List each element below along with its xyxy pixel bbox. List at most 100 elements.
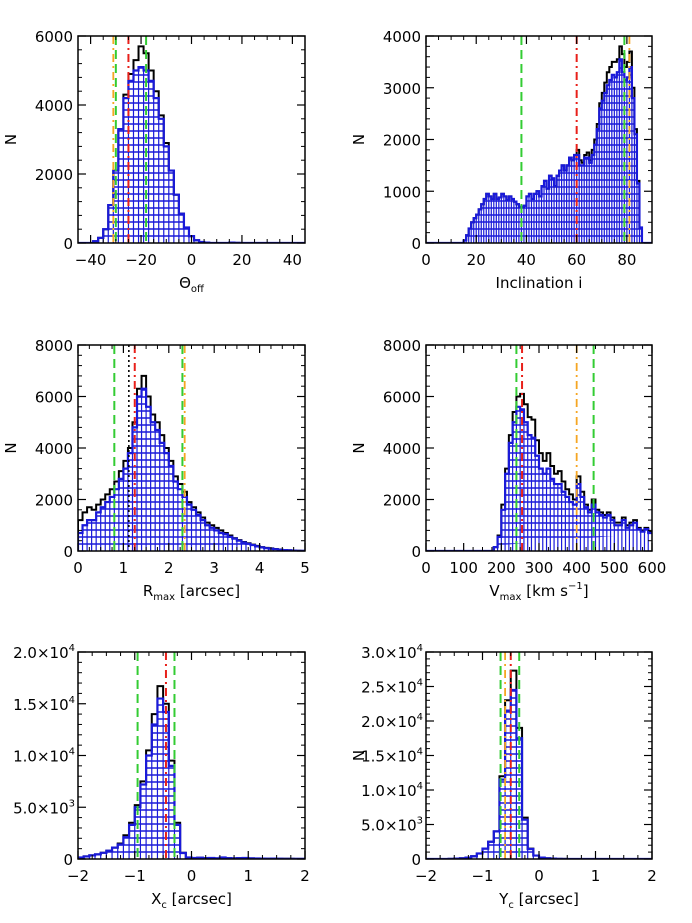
y-tick-label: 4000 (383, 28, 421, 46)
x-tick-label: 60 (567, 251, 586, 269)
x-tick-label: 40 (283, 251, 302, 269)
x-label-end: ] (583, 582, 589, 600)
histogram-black (426, 392, 652, 551)
x-tick-label: −20 (125, 251, 157, 269)
x-label-rest: [arcsec] (167, 890, 232, 908)
panel-6: −2 −1 0 1 205.0×1031.0×1041.5×1042.0×1042.5×… (350, 643, 657, 911)
x-tick-label: 1 (243, 867, 253, 885)
plot-area (426, 652, 652, 859)
y-tick-mantissa: 5.0×10 (13, 799, 69, 817)
y-tick-mantissa: 1.0×10 (361, 782, 417, 800)
y-tick-exponent: 4 (417, 643, 423, 654)
x-label-subscript: off (191, 284, 205, 295)
x-label-main: Θ (179, 274, 191, 292)
x-tick-label: 600 (638, 559, 667, 577)
y-tick-label: 4000 (35, 97, 73, 115)
plot-area (426, 36, 652, 243)
panel-1: −40 −20 0 20 40 0 2000 4000 6000 N Θoff (2, 28, 306, 295)
x-tick-label: 5 (300, 559, 310, 577)
y-tick-mantissa: 1.0×10 (13, 748, 69, 766)
y-tick-label: 2.0×104 (13, 643, 75, 662)
y-tick-label: 2.0×104 (361, 712, 423, 731)
y-tick-label: 6000 (35, 389, 73, 407)
x-label-rest: [arcsec] (514, 890, 579, 908)
histogram-black (78, 45, 305, 243)
histogram-blue (426, 405, 652, 551)
histogram-blue (78, 697, 305, 859)
y-tick-label: 2000 (35, 166, 73, 184)
y-tick-label: 2000 (383, 132, 421, 150)
x-axis-label: Rmax [arcsec] (143, 582, 240, 603)
x-tick-label: 0 (421, 559, 431, 577)
x-tick-label: 1 (591, 867, 601, 885)
y-tick-exponent: 4 (69, 643, 75, 654)
y-tick-label: 4000 (35, 440, 73, 458)
y-tick-exponent: 4 (417, 678, 423, 689)
plot-frame (77, 651, 306, 860)
x-label-subscript: c (508, 900, 514, 911)
x-tick-label: 20 (232, 251, 251, 269)
x-label-superscript: −1 (568, 581, 583, 592)
y-tick-label: 5.0×103 (13, 798, 75, 817)
y-tick-exponent: 4 (417, 747, 423, 758)
x-tick-label: 2 (164, 559, 174, 577)
panel-3: 0 1 2 3 4 5 0 2000 4000 6000 8000 N Rmax [arcsec] (2, 337, 310, 603)
y-tick-exponent: 4 (69, 747, 75, 758)
histogram-black (78, 685, 305, 859)
histogram-blue (426, 58, 652, 243)
x-tick-label: 2 (647, 867, 657, 885)
y-tick-label: 4000 (383, 440, 421, 458)
x-axis-label: Yc [arcsec] (498, 890, 579, 911)
x-label-subscript: max (153, 592, 175, 603)
x-tick-label: 500 (600, 559, 629, 577)
y-tick-label: 0 (411, 851, 421, 869)
x-label-main: Inclination i (496, 274, 583, 292)
x-tick-label: 0 (421, 251, 431, 269)
y-tick-label: 0 (63, 543, 73, 561)
x-tick-label: 3 (209, 559, 219, 577)
y-tick-label: 1000 (383, 183, 421, 201)
x-tick-label: 200 (487, 559, 516, 577)
hatch-lines (78, 698, 305, 853)
plot-frame (77, 35, 306, 244)
y-tick-label: 3000 (383, 80, 421, 98)
y-tick-label: 0 (411, 235, 421, 253)
plot-frame (425, 651, 653, 860)
histogram-blue (426, 688, 652, 859)
x-tick-label: −2 (415, 867, 437, 885)
x-label-rest: [km s (521, 582, 568, 600)
y-axis-label: N (2, 134, 20, 145)
y-tick-label: 1.5×104 (361, 747, 423, 766)
y-tick-mantissa: 2.5×10 (361, 679, 417, 697)
y-tick-label: 6000 (35, 28, 73, 46)
plot-area (78, 652, 305, 859)
y-tick-exponent: 4 (69, 695, 75, 706)
x-tick-label: 400 (562, 559, 591, 577)
x-label-subscript: c (161, 900, 167, 911)
y-tick-exponent: 4 (417, 712, 423, 723)
x-tick-label: 1 (119, 559, 129, 577)
y-axis-label: N (350, 750, 368, 761)
x-tick-label: 300 (525, 559, 554, 577)
panel-2: 0 20 40 60 80 0 1000 2000 3000 4000 N Inclination i (350, 28, 653, 292)
x-axis-label: Θoff (179, 274, 205, 295)
y-tick-label: 8000 (35, 337, 73, 355)
x-label-main: V (489, 582, 500, 600)
y-tick-exponent: 4 (417, 781, 423, 792)
x-axis-label: Xc [arcsec] (151, 890, 232, 911)
histogram-black (426, 669, 652, 859)
x-tick-label: −1 (124, 867, 146, 885)
hatch-lines (78, 67, 305, 237)
y-tick-label: 1.0×104 (13, 747, 75, 766)
x-label-main: X (151, 890, 161, 908)
y-tick-exponent: 3 (417, 816, 423, 827)
x-tick-label: 40 (517, 251, 536, 269)
y-tick-label: 3.0×104 (361, 643, 423, 662)
y-tick-label: 0 (63, 851, 73, 869)
y-tick-mantissa: 1.5×10 (361, 748, 417, 766)
x-tick-label: 100 (449, 559, 478, 577)
y-tick-exponent: 3 (69, 798, 75, 809)
y-tick-label: 1.0×104 (361, 781, 423, 800)
